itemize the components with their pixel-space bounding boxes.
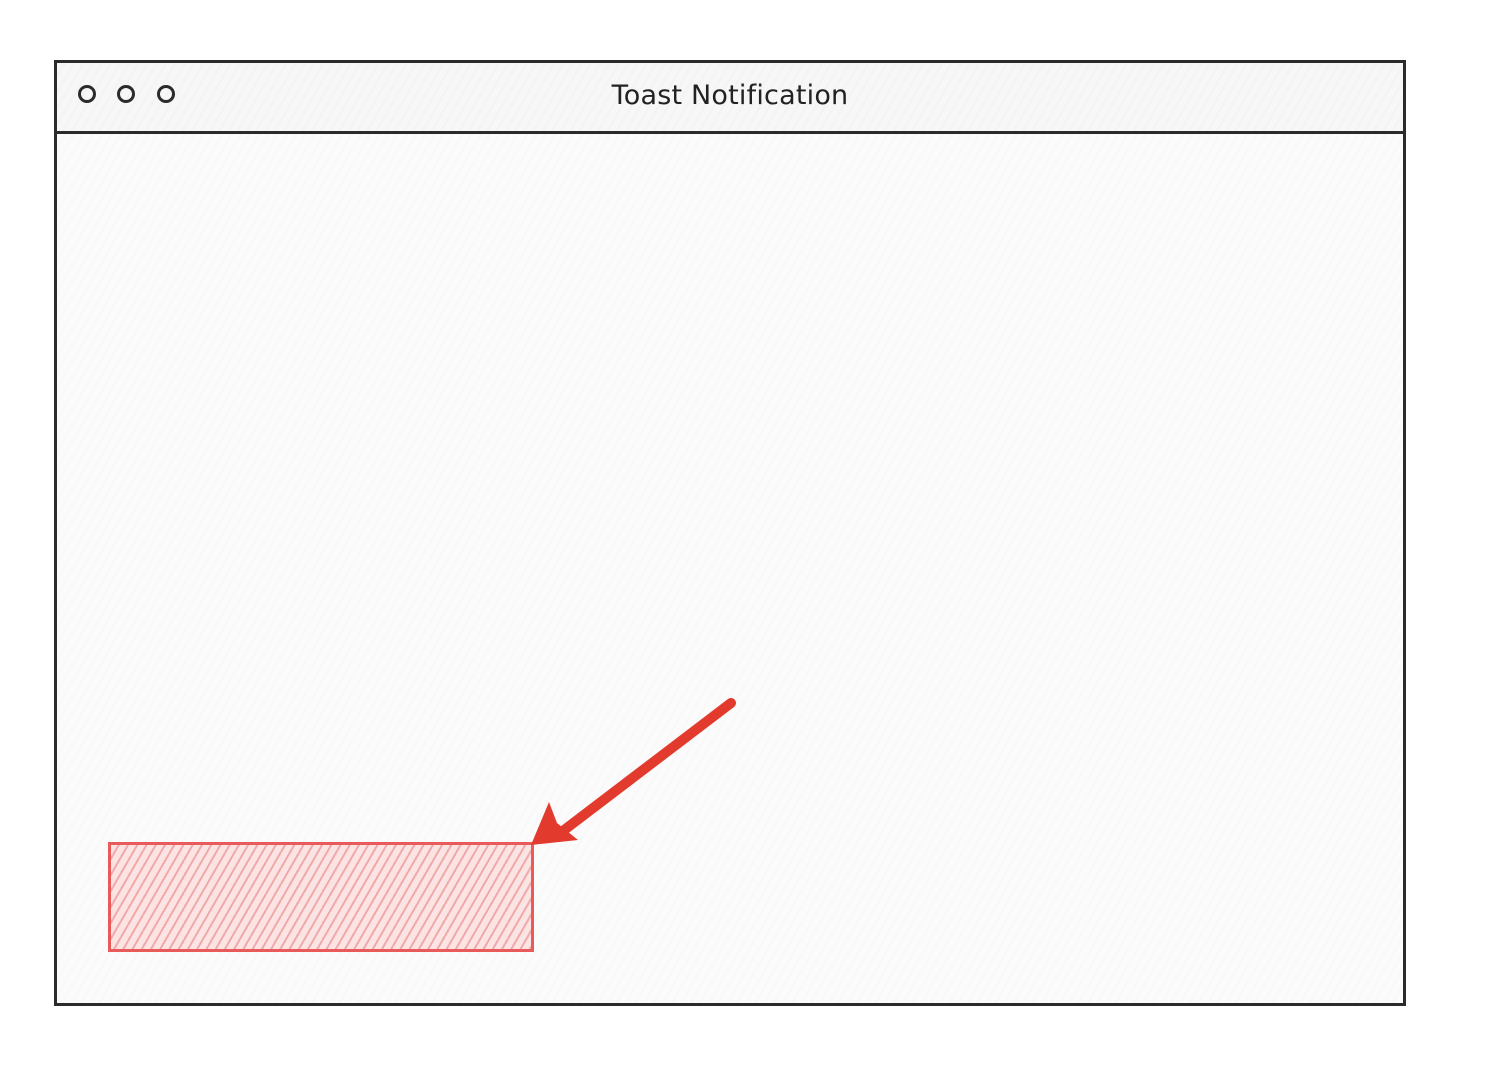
toast-notification-placeholder xyxy=(108,842,534,952)
window-control-circle-icon[interactable] xyxy=(157,85,175,103)
window-control-circle-icon[interactable] xyxy=(78,85,96,103)
window-control-circle-icon[interactable] xyxy=(117,85,135,103)
window-titlebar: Toast Notification xyxy=(57,63,1403,134)
window-title: Toast Notification xyxy=(611,80,849,111)
browser-window: Toast Notification xyxy=(54,60,1406,1006)
window-content-area xyxy=(57,134,1403,1003)
